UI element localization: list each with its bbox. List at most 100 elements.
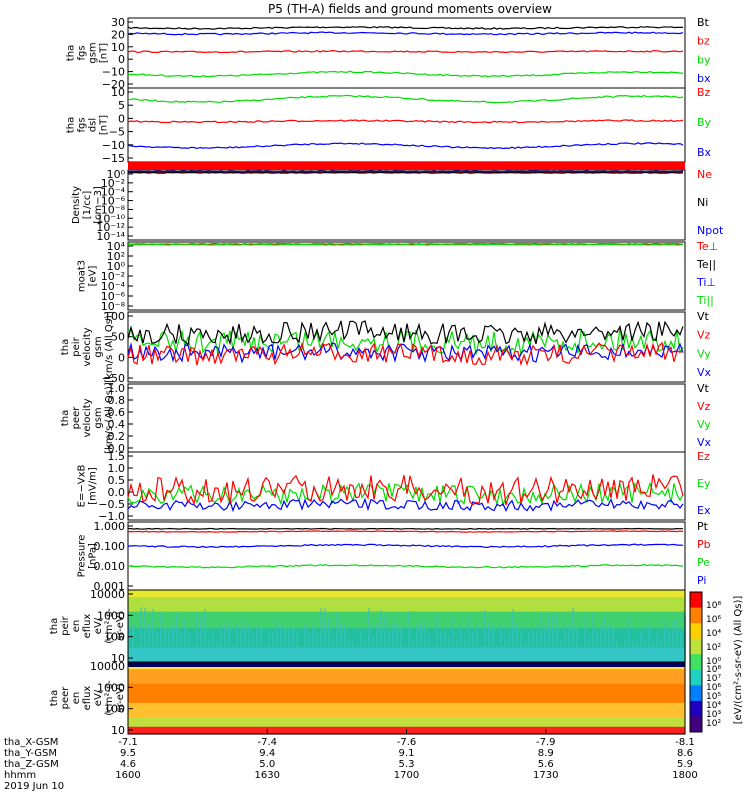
spectrogram-streak [340,623,342,662]
y-axis-label-line: peir [60,615,71,635]
spectrogram-band [128,724,685,728]
spectrogram-streak [660,639,662,662]
spectrogram-band [128,606,685,610]
y-axis-label-line: fgs [77,45,88,60]
spectrogram-streak [432,644,434,662]
y-tick-label: 50 [111,331,125,344]
legend-Bx: Bx [697,146,712,159]
legend-Ey: Ey [697,477,711,490]
y-axis-label-line: peer [71,406,82,430]
colorbar-segment [690,607,702,624]
x-tick-label: -7.6 [397,737,417,748]
spectrogram-band [128,599,685,603]
y-axis-label-line: tha [66,117,77,133]
spectrogram-streak [492,624,494,662]
spectrogram-band [128,633,685,637]
spectrogram-band [128,712,685,716]
y-tick-label: 10⁻¹² [96,221,125,234]
y-tick-label: 1000 [97,609,125,622]
y-tick-label: 0 [118,351,125,364]
colorbar-segment [690,623,702,640]
series-by [128,70,683,78]
spectrogram-streak [164,627,166,662]
y-tick-label: −15 [102,152,125,165]
spectrogram-streak [364,637,366,662]
spectrogram-band [128,626,685,629]
spectrogram-streak [472,632,474,662]
y-axis-label-line: tha [60,339,71,355]
x-row-label: tha_Y-GSM [4,748,57,759]
spectrogram-band [128,638,685,641]
spectrogram-streak [220,625,222,662]
spectrogram-streak [452,618,454,662]
legend-by: by [697,53,711,66]
colorbar-tick-top: 10⁴ [706,629,721,639]
x-tick-label: 1700 [394,770,419,781]
series-Pe [127,563,683,569]
spectrogram-streak [172,622,174,662]
spectrogram-band [128,690,685,694]
spectrogram-streak [668,630,670,662]
spectrogram-band [128,642,685,646]
colorbar-frame [689,591,703,733]
y-axis-label-line: eV/ [93,689,104,706]
legend-Ti⊥: Ti⊥ [696,276,716,289]
spectrogram-streak [524,643,526,662]
panel-pressure: 1.000 0.100 0.010 0.001 Pressure [nPa] Pt Pb Pe P… [77,520,711,593]
spectrogram-streak [236,623,238,662]
y-tick-label: 10⁻⁸ [101,300,126,313]
series-Ni [127,171,684,174]
colorbar-tick-bottom: 10⁷ [706,674,721,684]
spectrogram-band [128,722,685,725]
y-axis-label: Pressure [nPa] [77,535,99,578]
spectrogram-streak [156,631,158,662]
spectrogram-streak [224,624,226,662]
spectrogram-streak [392,621,394,662]
y-tick-label: 100 [104,631,125,644]
series-Bt [127,25,683,30]
spectrogram-streak [592,614,594,662]
y-axis-label-line: (cm²-s- [104,608,115,644]
legend-Vt: Vt [697,382,710,395]
spectrogram-streak [260,628,262,662]
spectrogram-streak [248,625,250,662]
y-tick-label: −20 [102,78,125,91]
colorbar-tick-bottom: 10³ [706,710,721,720]
spectrogram-streak [560,640,562,662]
colorbar-segment [690,685,702,702]
spectrogram-band [128,678,685,682]
spectrogram-streak [208,640,210,662]
spectrogram-streak [276,620,278,662]
spectrogram-band [128,695,685,699]
spectrogram-streak [304,624,306,662]
y-tick-label: 10⁻⁶ [101,195,126,208]
panel-peir-en: 10000 1000 100 10 tha peir en eflux eV/(cm²-s-sr… [49,588,686,665]
x-tick-label: 1630 [255,770,280,781]
legend-By: By [697,116,712,129]
y-tick-label: −10 [102,66,125,79]
panel-frame [127,451,686,521]
spectrogram-streak [232,643,234,662]
y-axis-label-line: peir [71,336,82,356]
spectrogram-streak [460,624,462,662]
legend-Pi: Pi [697,574,706,587]
legend-bx: bx [697,72,711,85]
y-tick-label: 5 [118,99,125,112]
spectrogram-streak [396,623,398,662]
spectrogram-streak [132,624,134,662]
y-axis-label-line: Pressure [77,535,88,578]
x-tick-label: 5.0 [259,759,275,770]
colorbar-tick-top: 10² [706,643,721,653]
series-Pt [127,527,683,530]
spectrogram-streak [384,614,386,662]
series-Pb [127,530,684,533]
spectrogram-streak [332,636,334,662]
y-tick-label: 0.0 [108,486,126,499]
x-tick-label: 1600 [115,770,140,781]
spectrogram-streak [368,607,370,662]
y-tick-label: 0 [118,53,125,66]
spectrogram-band [128,700,685,704]
series-Bz [127,94,684,104]
spectrogram-streak [212,633,214,662]
